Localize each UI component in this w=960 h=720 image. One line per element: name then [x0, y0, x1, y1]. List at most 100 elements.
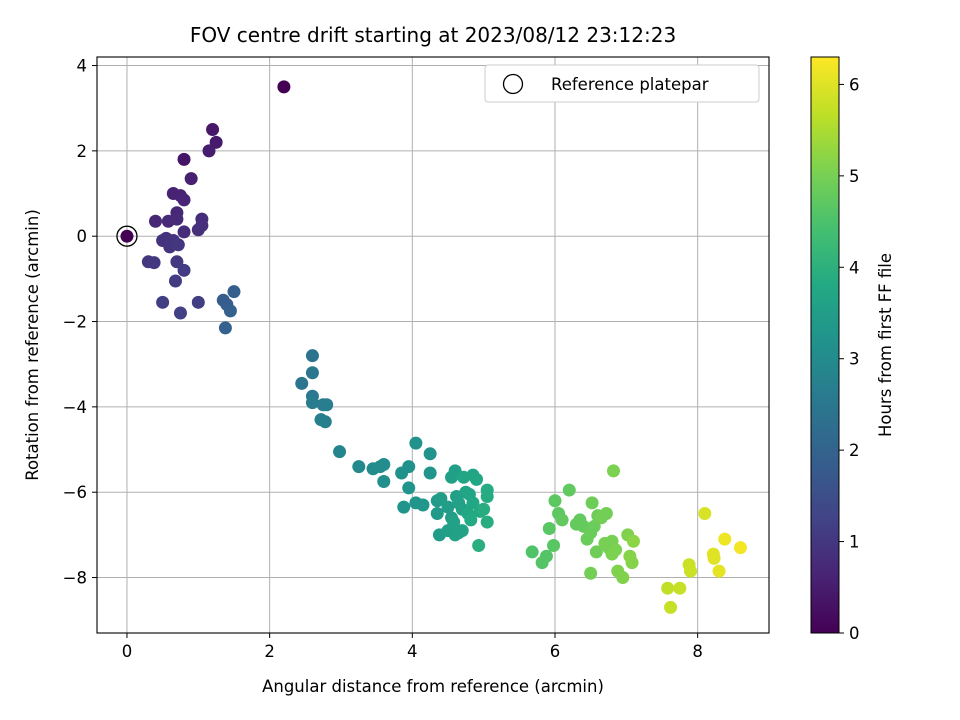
- data-point: [626, 534, 640, 548]
- data-point: [402, 481, 416, 495]
- legend-box: [484, 64, 760, 103]
- data-point: [606, 464, 620, 478]
- data-point: [430, 507, 444, 521]
- data-point: [223, 304, 237, 318]
- y-tick-label: −8: [63, 569, 87, 588]
- data-point: [477, 502, 491, 516]
- colorbar-tick-label: 6: [849, 75, 860, 94]
- legend-marker-icon: [502, 73, 524, 95]
- data-point: [320, 398, 334, 412]
- reference-marker: [116, 225, 138, 247]
- data-point: [470, 472, 484, 486]
- data-point: [466, 496, 480, 510]
- data-point: [147, 256, 161, 270]
- data-point: [277, 80, 291, 94]
- data-point: [562, 483, 576, 497]
- data-point: [177, 152, 191, 166]
- data-point: [605, 547, 619, 561]
- colorbar-tick-label: 2: [849, 441, 860, 460]
- data-point: [585, 496, 599, 510]
- x-tick-label: 6: [550, 642, 561, 661]
- data-point: [191, 295, 205, 309]
- data-point: [547, 539, 561, 553]
- colorbar: 0 1 2 3 4 5 6 Hours from first FF file: [810, 56, 895, 643]
- data-point: [318, 415, 332, 429]
- data-point: [616, 571, 630, 585]
- data-point: [480, 515, 494, 529]
- data-point: [480, 489, 494, 503]
- x-tick-label: 2: [264, 642, 275, 661]
- plot-area: [97, 57, 769, 633]
- data-point: [472, 539, 486, 553]
- data-point: [452, 526, 466, 540]
- data-point: [170, 255, 184, 269]
- data-point: [587, 519, 601, 533]
- y-tick-label: 0: [77, 227, 88, 246]
- y-tick-label: 2: [77, 142, 88, 161]
- y-tick-label: −4: [63, 398, 87, 417]
- data-point: [171, 238, 185, 252]
- data-point: [227, 285, 241, 299]
- data-point: [218, 321, 232, 335]
- data-point: [184, 172, 198, 186]
- colorbar-tick-label: 3: [849, 350, 860, 369]
- reference-point: [120, 229, 134, 243]
- data-point: [525, 545, 539, 559]
- data-point: [718, 532, 732, 546]
- data-point: [423, 466, 437, 480]
- data-point: [661, 581, 675, 595]
- data-point: [305, 349, 319, 363]
- colorbar-tick-label: 1: [849, 533, 860, 552]
- data-point: [673, 581, 687, 595]
- data-point: [352, 460, 366, 474]
- data-point: [377, 475, 391, 489]
- data-point: [464, 513, 478, 527]
- data-point: [539, 549, 553, 563]
- colorbar-ticks: 0 1 2 3 4 5 6: [839, 75, 860, 643]
- colorbar-gradient: [810, 56, 840, 634]
- x-tick-label: 8: [692, 642, 703, 661]
- plot-frame: [96, 56, 770, 634]
- y-tick-label: −2: [63, 313, 87, 332]
- data-point: [209, 135, 223, 149]
- data-point: [664, 600, 678, 614]
- data-point: [177, 225, 191, 239]
- data-point: [423, 447, 437, 461]
- data-point: [295, 376, 309, 390]
- data-point: [206, 123, 220, 137]
- data-point: [397, 500, 411, 514]
- x-axis-label: Angular distance from reference (arcmin): [262, 677, 604, 696]
- y-tick-label: 4: [77, 57, 88, 76]
- data-point: [441, 524, 455, 538]
- data-point: [625, 556, 639, 570]
- data-point: [402, 460, 416, 474]
- legend-label: Reference platepar: [551, 75, 709, 94]
- data-point: [416, 498, 430, 512]
- data-point: [202, 144, 216, 158]
- data-point: [434, 492, 448, 506]
- data-point: [589, 545, 603, 559]
- data-point: [698, 507, 712, 521]
- data-point: [177, 263, 191, 277]
- y-axis-ticks: 4 2 0 −2 −4 −6 −8: [63, 57, 97, 588]
- y-axis-label: Rotation from reference (arcmin): [23, 209, 42, 481]
- colorbar-label: Hours from first FF file: [876, 253, 895, 437]
- data-point: [170, 212, 184, 226]
- data-point: [168, 274, 182, 288]
- x-axis-ticks: 0 2 4 6 8: [122, 633, 703, 661]
- data-point: [333, 445, 347, 459]
- data-point: [712, 564, 726, 578]
- scatter-points: [116, 80, 747, 614]
- colorbar-tick-label: 4: [849, 258, 860, 277]
- data-point: [555, 513, 569, 527]
- data-point: [584, 566, 598, 580]
- data-point: [599, 507, 613, 521]
- data-point: [733, 541, 747, 555]
- data-point: [542, 521, 556, 535]
- data-point: [441, 500, 455, 514]
- data-point: [148, 214, 162, 228]
- data-point: [684, 564, 698, 578]
- chart-title: FOV centre drift starting at 2023/08/12 …: [190, 23, 676, 47]
- colorbar-tick-label: 5: [849, 167, 860, 186]
